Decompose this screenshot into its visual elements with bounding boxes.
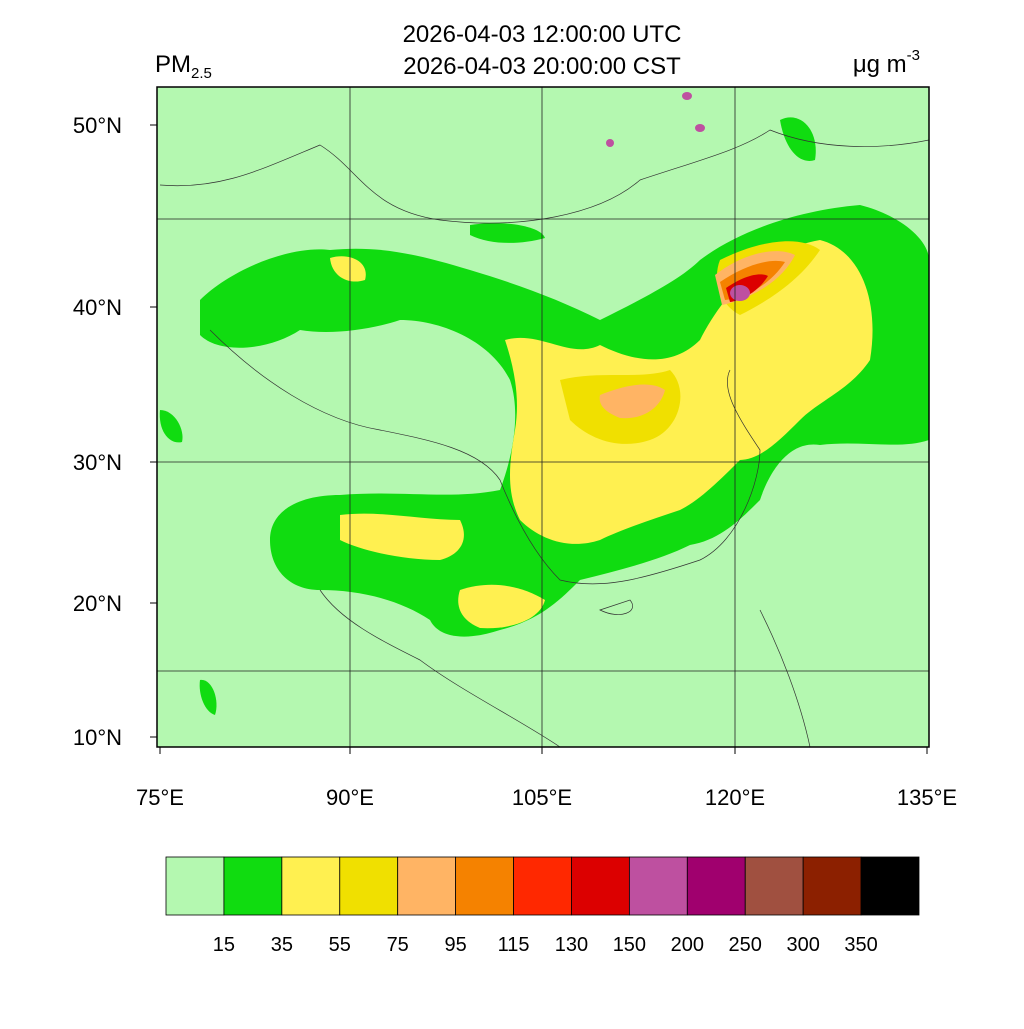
variable-subscript: 2.5 (191, 65, 212, 82)
lat-label: 30°N (73, 450, 122, 475)
colorbar-box (223, 856, 283, 916)
colorbar-label: 130 (555, 934, 588, 956)
map-frame (156, 86, 930, 748)
colorbar-box (744, 856, 804, 916)
lat-label: 50°N (73, 113, 122, 138)
colorbar-box (860, 856, 920, 916)
colorbar-label: 300 (786, 934, 819, 956)
units-superscript: -3 (907, 47, 920, 64)
lon-label: 90°E (326, 785, 374, 810)
lat-label: 20°N (73, 591, 122, 616)
axis-ticks: 50°N 40°N 30°N 20°N 10°N 75°E 90°E 105°E 120°E 13… (73, 113, 957, 810)
colorbar-box (571, 856, 630, 916)
lat-label: 10°N (73, 725, 122, 750)
lon-label: 105°E (512, 785, 572, 810)
colorbar-label: 250 (729, 934, 762, 956)
title-line: 2026-04-03 20:00:00 CST (403, 53, 681, 80)
colorbar-label: 75 (387, 934, 409, 956)
colorbar: 15 35 55 75 95 115 130 150 200 250 300 350 (165, 856, 920, 956)
lon-label: 120°E (705, 785, 765, 810)
colorbar-box (165, 856, 225, 916)
colorbar-box (281, 856, 341, 916)
lon-label: 135°E (897, 785, 957, 810)
title-line: 2026-04-03 12:00:00 UTC (403, 21, 682, 48)
colorbar-box (802, 856, 862, 916)
graticule (157, 87, 929, 747)
units-label: μg m-3 (853, 47, 920, 78)
colorbar-label: 200 (671, 934, 704, 956)
map (157, 87, 929, 747)
colorbar-box (339, 856, 399, 916)
contour-yellow (330, 240, 873, 629)
lon-label: 75°E (136, 785, 184, 810)
colorbar-box (628, 856, 688, 916)
colorbar-label: 35 (271, 934, 293, 956)
colorbar-label: 55 (329, 934, 351, 956)
colorbar-label: 150 (613, 934, 646, 956)
colorbar-label: 350 (844, 934, 877, 956)
colorbar-label: 95 (444, 934, 466, 956)
variable-label: PM2.5 (155, 51, 212, 82)
colorbar-box (397, 856, 457, 916)
colorbar-label: 115 (498, 934, 530, 956)
colorbar-box (455, 856, 514, 916)
colorbar-box (686, 856, 746, 916)
colorbar-label: 15 (213, 934, 235, 956)
units: μg m (853, 51, 907, 78)
lat-label: 40°N (73, 295, 122, 320)
colorbar-box (513, 856, 572, 916)
variable-name: PM (155, 51, 191, 78)
